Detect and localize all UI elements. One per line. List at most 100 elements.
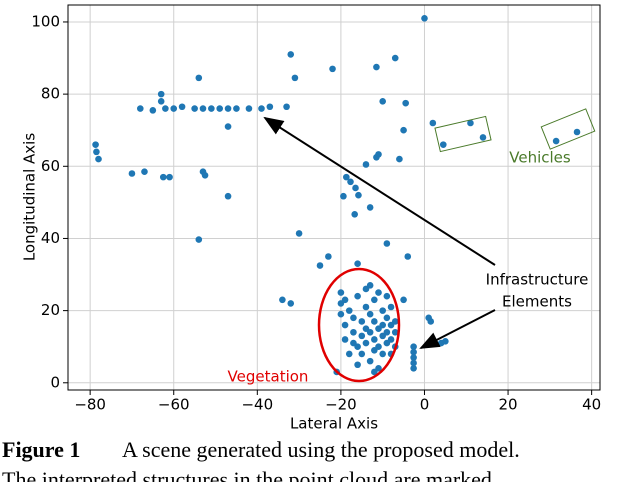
point <box>166 173 173 181</box>
point <box>157 90 165 98</box>
point <box>573 128 581 136</box>
point <box>366 357 374 365</box>
point <box>93 148 100 156</box>
point <box>362 161 370 168</box>
point <box>350 314 357 322</box>
point <box>216 105 224 112</box>
y-axis-label: Longitudinal Axis <box>21 133 39 261</box>
y-tick-label: 60 <box>41 157 60 175</box>
vegetation-ellipse <box>317 267 401 383</box>
point <box>162 105 169 112</box>
point <box>371 318 378 325</box>
point <box>141 168 148 176</box>
point <box>379 350 386 358</box>
point <box>402 99 409 107</box>
point <box>427 318 435 325</box>
vehicle-box <box>434 115 492 153</box>
point <box>224 123 232 130</box>
point <box>337 289 345 296</box>
point <box>283 103 290 111</box>
x-tick-label: −80 <box>74 396 106 414</box>
point <box>199 105 207 112</box>
point <box>391 318 399 325</box>
point <box>373 63 380 71</box>
point <box>316 262 324 269</box>
point <box>245 105 253 112</box>
caption-next-line: The interpreted structures in the point … <box>2 467 497 482</box>
point <box>258 105 265 112</box>
point <box>467 119 474 127</box>
point <box>429 119 437 127</box>
plot-frame <box>67 4 601 391</box>
point <box>375 289 382 296</box>
point <box>400 296 407 304</box>
point <box>178 103 186 111</box>
point <box>201 172 209 179</box>
x-tick-label: 40 <box>582 396 601 414</box>
point <box>266 103 274 111</box>
y-tick-label: 100 <box>31 12 60 30</box>
point <box>396 155 403 163</box>
point <box>383 292 391 300</box>
arrow <box>263 116 496 266</box>
arrow <box>419 309 496 349</box>
point <box>379 98 386 105</box>
x-tick-label: −60 <box>158 396 190 414</box>
point <box>345 307 353 314</box>
vehicle-box <box>540 108 596 150</box>
point <box>224 105 232 112</box>
point <box>410 354 417 361</box>
point <box>358 332 366 340</box>
annotation: Elements <box>502 293 572 311</box>
point <box>410 359 417 367</box>
annotation: Infrastructure <box>486 271 589 289</box>
point <box>329 65 336 73</box>
point <box>92 141 99 148</box>
point <box>136 105 144 112</box>
y-tick-label: 40 <box>41 229 60 247</box>
point <box>404 253 412 260</box>
x-tick-label: −20 <box>325 396 357 414</box>
point <box>400 126 407 134</box>
point <box>391 54 399 62</box>
point <box>341 336 349 343</box>
point <box>208 105 215 112</box>
point <box>291 74 299 82</box>
point <box>337 310 345 318</box>
point <box>279 296 286 304</box>
point <box>362 339 370 347</box>
point <box>157 98 165 105</box>
point <box>345 350 353 358</box>
point <box>410 365 417 372</box>
point <box>295 230 303 237</box>
point <box>128 170 136 177</box>
point <box>362 303 370 311</box>
point <box>421 15 428 22</box>
point <box>375 343 382 351</box>
point <box>552 137 560 145</box>
point <box>224 192 232 200</box>
point <box>366 310 374 318</box>
point <box>383 328 391 336</box>
point <box>410 343 417 351</box>
point <box>371 336 378 343</box>
point <box>352 184 359 192</box>
point <box>439 141 447 148</box>
point <box>325 253 332 260</box>
point <box>343 173 350 181</box>
y-tick-label: 0 <box>50 373 60 391</box>
point <box>350 328 357 336</box>
point <box>354 292 361 300</box>
point <box>340 192 347 200</box>
caption-text: A scene generated using the proposed mod… <box>122 437 520 462</box>
caption-label: Figure 1 <box>2 437 80 462</box>
point <box>354 260 361 268</box>
point <box>379 307 386 314</box>
point <box>347 178 354 186</box>
y-tick-label: 80 <box>41 85 60 103</box>
point <box>387 303 395 311</box>
point <box>366 328 374 336</box>
annotation: Vehicles <box>509 149 571 167</box>
